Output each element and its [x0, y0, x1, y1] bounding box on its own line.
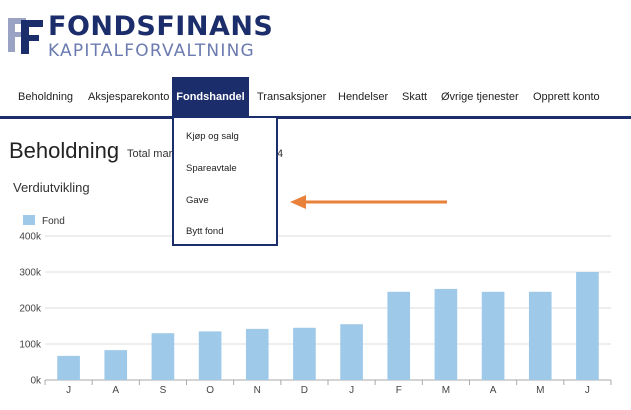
- bar[interactable]: [434, 288, 458, 380]
- nav-item-skatt[interactable]: Skatt: [402, 91, 428, 103]
- x-tick-label: N: [254, 385, 261, 396]
- x-tick-label: D: [301, 385, 308, 396]
- x-tick-label: F: [396, 385, 402, 396]
- nav-item-beholdning[interactable]: Beholdning: [18, 91, 74, 103]
- x-tick-label: J: [585, 385, 590, 396]
- chart-y-ticks: 0k 100k 200k 300k 400k: [19, 232, 42, 387]
- pointer-arrow-icon: [290, 195, 447, 209]
- menu-item-spareavtale[interactable]: Spareavtale: [186, 163, 237, 174]
- chart-legend: Fond: [23, 215, 65, 227]
- y-tick-label: 0k: [30, 376, 42, 387]
- bar[interactable]: [104, 350, 128, 380]
- logo-mark-icon: [8, 18, 43, 54]
- chart-grid: [45, 235, 611, 381]
- nav-item-fondshandel[interactable]: Fondshandel: [172, 77, 249, 118]
- x-tick-label: A: [112, 385, 119, 396]
- bar[interactable]: [481, 291, 505, 380]
- bar[interactable]: [57, 355, 80, 380]
- brand-tagline: KAPITALFORVALTNING: [48, 41, 255, 61]
- x-tick-label: S: [160, 385, 167, 396]
- nav-item-transaksjoner[interactable]: Transaksjoner: [257, 91, 327, 103]
- section-title: Verdiutvikling: [13, 180, 90, 195]
- legend-label: Fond: [42, 216, 65, 227]
- nav-item-aksjesparekonto[interactable]: Aksjesparekonto: [88, 91, 170, 103]
- x-tick-label: O: [206, 385, 214, 396]
- x-tick-label: J: [66, 385, 71, 396]
- y-tick-label: 300k: [19, 268, 42, 279]
- x-tick-label: M: [536, 385, 544, 396]
- nav-item-opprett-konto[interactable]: Opprett konto: [533, 91, 600, 103]
- chart-bars: [57, 272, 599, 380]
- legend-swatch: [23, 215, 35, 225]
- page-subtitle-tail: 4: [277, 148, 284, 160]
- x-tick-label: A: [490, 385, 497, 396]
- bar[interactable]: [293, 327, 316, 380]
- page-subtitle: Total mar: [127, 148, 173, 160]
- x-tick-label: J: [349, 385, 354, 396]
- bar[interactable]: [198, 331, 222, 380]
- value-chart: 0k 100k 200k 300k 400k J A S O N D J F M A M J Fond: [19, 215, 612, 396]
- nav-divider: [0, 116, 631, 119]
- menu-item-gave[interactable]: Gave: [186, 195, 209, 206]
- y-tick-label: 400k: [19, 232, 42, 243]
- bar[interactable]: [528, 291, 552, 380]
- y-tick-label: 200k: [19, 304, 42, 315]
- page-title: Beholdning: [9, 138, 120, 163]
- nav-item-hendelser[interactable]: Hendelser: [338, 91, 389, 103]
- nav-item-ovrige-tjenester[interactable]: Øvrige tjenester: [441, 91, 519, 103]
- brand-name: FONDSFINANS: [48, 11, 274, 42]
- menu-item-bytt-fond[interactable]: Bytt fond: [186, 226, 224, 237]
- bar[interactable]: [576, 272, 599, 380]
- bar[interactable]: [340, 324, 363, 380]
- bar[interactable]: [245, 328, 269, 380]
- x-tick-label: M: [442, 385, 450, 396]
- bar[interactable]: [387, 291, 411, 380]
- main-nav: Beholdning Aksjesparekonto Fondshandel T…: [0, 77, 631, 118]
- y-tick-label: 100k: [19, 340, 42, 351]
- fondshandel-dropdown: Kjøp og salg Spareavtale Gave Bytt fond: [172, 118, 278, 246]
- brand-logo[interactable]: FONDSFINANS KAPITALFORVALTNING: [8, 12, 308, 62]
- menu-item-kjop-og-salg[interactable]: Kjøp og salg: [186, 131, 239, 142]
- bar[interactable]: [151, 333, 175, 380]
